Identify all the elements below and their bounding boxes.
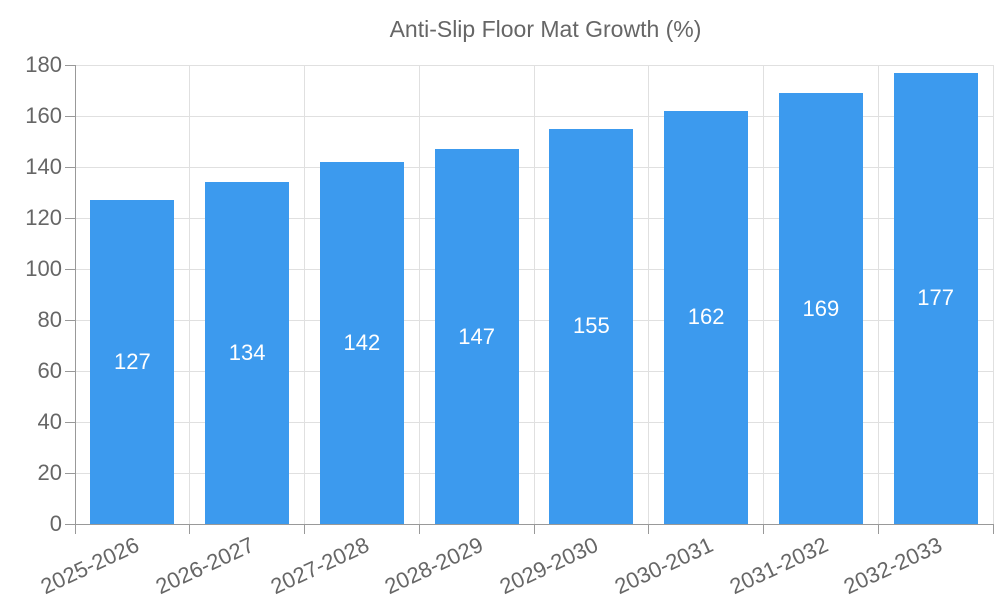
x-gridline — [304, 65, 305, 524]
x-axis-tick — [877, 524, 879, 534]
x-gridline — [189, 65, 191, 524]
x-axis-tick — [648, 524, 650, 534]
y-axis-tick-label: 20 — [37, 460, 62, 485]
x-axis-tick — [189, 524, 191, 534]
y-axis-tick — [65, 64, 75, 66]
bar[interactable] — [319, 161, 404, 524]
x-axis-tick-label: 2029-2030 — [496, 532, 602, 600]
x-axis-tick — [533, 524, 535, 534]
x-gridline — [418, 65, 420, 524]
bar[interactable] — [205, 182, 290, 524]
x-gridline — [533, 65, 535, 524]
bar[interactable] — [90, 200, 175, 524]
y-axis-tick-label: 100 — [25, 256, 62, 281]
legend[interactable]: Anti-Slip Floor Mat Growth (%) — [0, 16, 1000, 43]
x-axis-tick-label: 2027-2028 — [266, 532, 373, 600]
bar[interactable] — [893, 72, 978, 524]
y-axis-tick — [65, 217, 75, 219]
legend-label: Anti-Slip Floor Mat Growth (%) — [389, 16, 702, 42]
y-axis-tick — [65, 319, 75, 321]
x-axis-tick — [992, 524, 994, 534]
legend-swatch — [299, 17, 377, 43]
x-axis-tick-label: 2025-2026 — [37, 532, 143, 600]
bar[interactable] — [778, 93, 863, 524]
y-axis-tick — [65, 115, 75, 117]
y-axis-tick-label: 180 — [25, 52, 62, 77]
y-axis-tick — [65, 472, 75, 474]
bar[interactable] — [664, 110, 749, 524]
y-axis-tick-label: 160 — [25, 103, 62, 128]
y-axis-line — [74, 65, 76, 534]
x-axis-tick-label: 2028-2029 — [381, 532, 488, 600]
y-axis-tick-label: 140 — [25, 154, 62, 179]
bar[interactable] — [549, 128, 634, 524]
bar[interactable] — [434, 149, 519, 524]
y-axis-tick — [65, 268, 75, 270]
y-axis-tick-label: 80 — [37, 307, 62, 332]
x-gridline — [648, 65, 650, 524]
y-axis-tick-label: 0 — [49, 511, 62, 536]
y-axis-tick-label: 120 — [25, 205, 62, 230]
x-gridline — [763, 65, 764, 524]
x-axis-tick-label: 2026-2027 — [151, 532, 258, 600]
y-axis-tick-label: 60 — [37, 358, 62, 383]
y-axis-tick-label: 40 — [37, 409, 62, 434]
y-axis-tick — [65, 523, 75, 525]
x-axis-line — [75, 523, 993, 525]
x-axis-tick — [763, 524, 764, 534]
x-gridline — [992, 65, 994, 524]
x-axis-tick — [418, 524, 420, 534]
x-axis-tick-label: 2032-2033 — [840, 532, 947, 600]
x-axis-tick-label: 2030-2031 — [610, 532, 717, 600]
y-axis-tick — [65, 166, 75, 168]
x-axis-tick — [304, 524, 305, 534]
x-axis-tick-label: 2031-2032 — [725, 532, 832, 600]
y-axis-tick — [65, 370, 75, 372]
x-gridline — [877, 65, 879, 524]
y-axis-tick — [65, 421, 75, 423]
